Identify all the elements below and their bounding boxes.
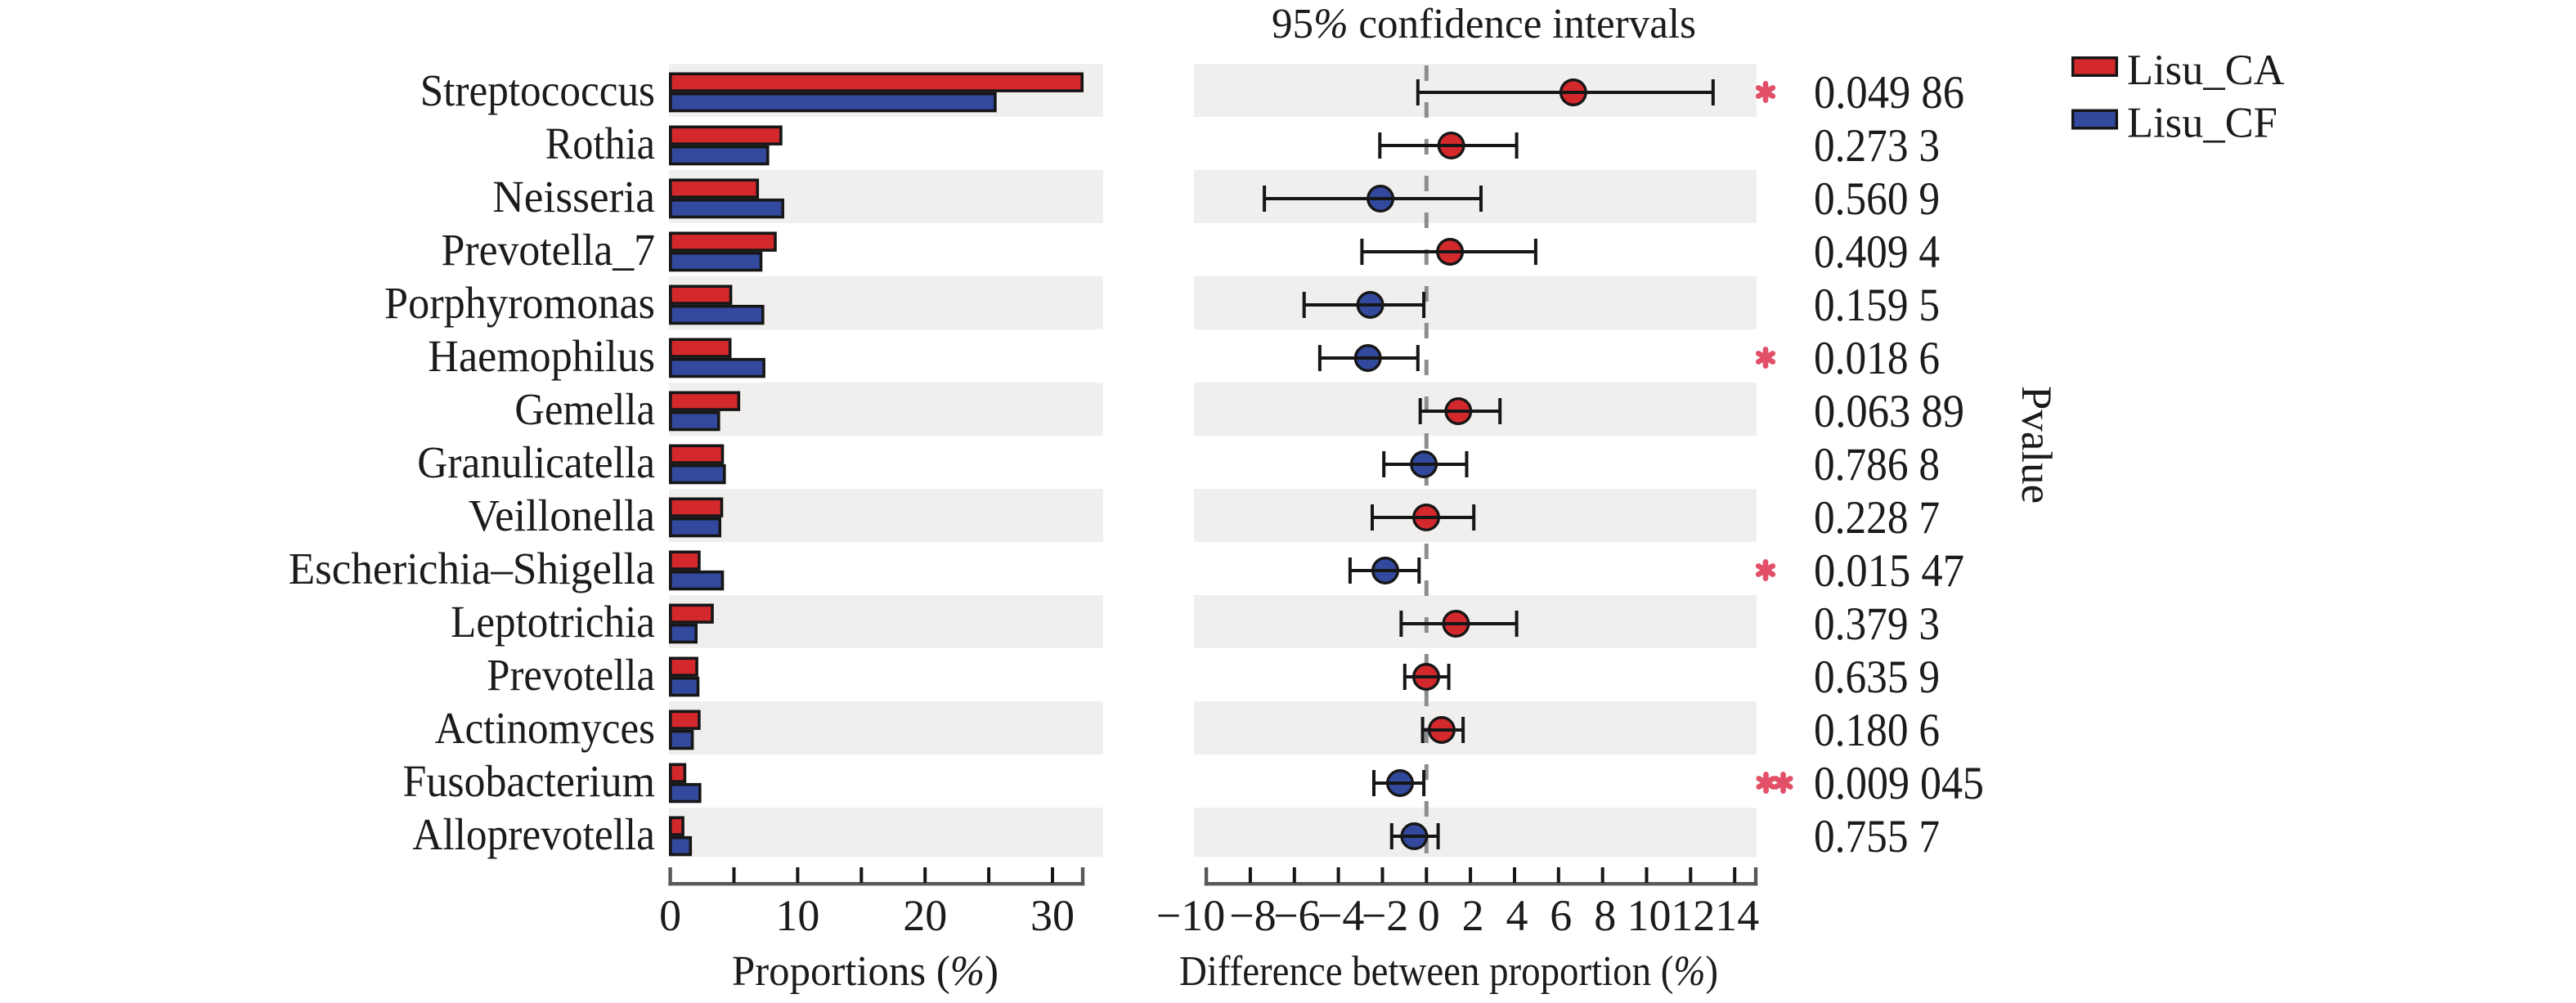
svg-text:Granulicatella: Granulicatella [417, 437, 655, 487]
svg-text:0: 0 [1418, 891, 1440, 940]
svg-text:Alloprevotella: Alloprevotella [412, 809, 655, 859]
svg-text:Escherichia–Shigella: Escherichia–Shigella [289, 544, 655, 593]
svg-text:6: 6 [1550, 891, 1572, 940]
svg-text:Porphyromonas: Porphyromonas [384, 278, 655, 328]
svg-text:30: 30 [1030, 891, 1075, 940]
svg-text:Prevotella: Prevotella [487, 650, 655, 700]
svg-text:0.635 9: 0.635 9 [1814, 652, 1940, 703]
svg-text:Lisu_CF: Lisu_CF [2127, 100, 2278, 147]
svg-text:0: 0 [659, 891, 681, 940]
svg-text:0.159 5: 0.159 5 [1814, 280, 1940, 331]
svg-text:2: 2 [1462, 891, 1484, 940]
svg-text:0.180 6: 0.180 6 [1814, 705, 1940, 756]
svg-text:−4: −4 [1317, 891, 1364, 940]
svg-text:Proportions (%): Proportions (%) [732, 948, 999, 995]
svg-text:Haemophilus: Haemophilus [428, 331, 655, 381]
svg-text:0.015 47: 0.015 47 [1814, 545, 1964, 597]
svg-text:95% confidence intervals: 95% confidence intervals [1272, 1, 1696, 47]
svg-text:Fusobacterium: Fusobacterium [403, 756, 656, 806]
svg-text:0.409 4: 0.409 4 [1814, 226, 1940, 278]
svg-text:Actinomyces: Actinomyces [435, 703, 655, 753]
svg-text:Leptotrichia: Leptotrichia [451, 597, 655, 647]
svg-text:Pvalue: Pvalue [2013, 386, 2060, 504]
svg-text:0.560 9: 0.560 9 [1814, 173, 1940, 225]
svg-text:Streptococcus: Streptococcus [420, 65, 655, 115]
svg-text:0.755 7: 0.755 7 [1814, 811, 1940, 862]
svg-text:Neisseria: Neisseria [492, 172, 655, 222]
svg-text:Gemella: Gemella [514, 384, 655, 434]
svg-text:12: 12 [1671, 891, 1715, 940]
svg-text:0.063 89: 0.063 89 [1814, 386, 1964, 437]
svg-text:−10: −10 [1156, 891, 1225, 940]
svg-text:0.009 045: 0.009 045 [1814, 758, 1984, 809]
svg-text:Difference between proportion: Difference between proportion (%) [1179, 948, 1718, 995]
svg-text:Rothia: Rothia [545, 119, 655, 168]
svg-text:−6: −6 [1273, 891, 1320, 940]
svg-text:Veillonella: Veillonella [469, 490, 655, 540]
svg-text:0.786 8: 0.786 8 [1814, 439, 1940, 490]
svg-text:4: 4 [1506, 891, 1528, 940]
svg-text:14: 14 [1715, 891, 1759, 940]
svg-text:0.018 6: 0.018 6 [1814, 333, 1940, 384]
svg-text:0.228 7: 0.228 7 [1814, 492, 1940, 544]
svg-text:−2: −2 [1362, 891, 1408, 940]
svg-text:20: 20 [903, 891, 947, 940]
svg-text:8: 8 [1594, 891, 1616, 940]
svg-text:−8: −8 [1229, 891, 1276, 940]
svg-text:Prevotella_7: Prevotella_7 [442, 225, 655, 275]
svg-text:0.379 3: 0.379 3 [1814, 598, 1940, 650]
svg-text:Lisu_CA: Lisu_CA [2127, 47, 2285, 94]
svg-text:10: 10 [1627, 891, 1672, 940]
svg-text:10: 10 [775, 891, 819, 940]
svg-text:0.049 86: 0.049 86 [1814, 67, 1964, 119]
svg-text:0.273 3: 0.273 3 [1814, 120, 1940, 172]
